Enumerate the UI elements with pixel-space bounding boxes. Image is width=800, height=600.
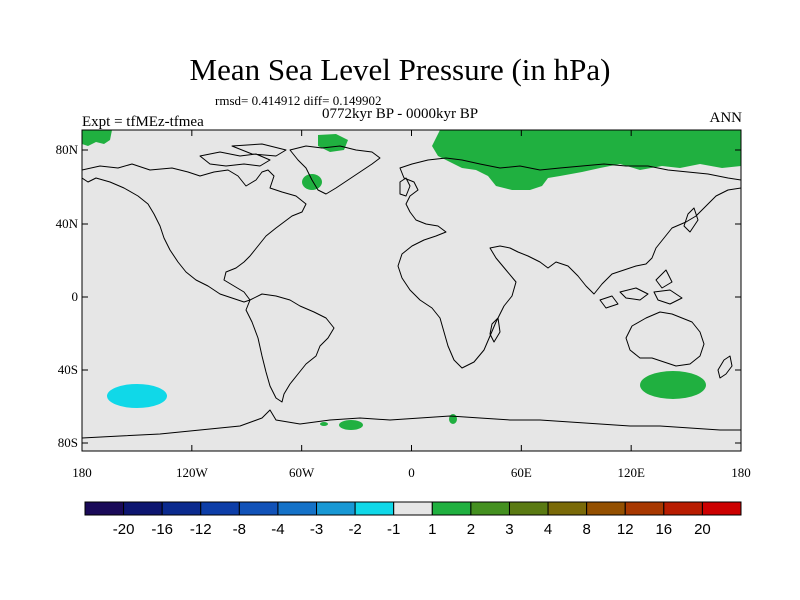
stats-label: rmsd= 0.414912 diff= 0.149902 [215, 93, 382, 108]
coast-new-zealand [717, 355, 733, 379]
coast-north-america [82, 163, 307, 303]
colorbar-swatch [161, 501, 202, 516]
colorbar-swatch [701, 501, 742, 516]
colorbar-swatch [123, 501, 163, 516]
coast-japan [683, 207, 699, 233]
colorbar-label: -8 [233, 521, 246, 538]
lon-tick-label: 120W [176, 465, 209, 480]
coast-madagascar [489, 317, 501, 343]
lon-tick-label: 0 [408, 465, 415, 480]
colorbar-swatch [547, 501, 588, 516]
anomaly-south-indian [640, 371, 706, 399]
lat-tick-label: 40N [56, 216, 79, 231]
map-panel: 80N 40N 0 40S 80S 180 120W 60W 0 60E 120E 180 [56, 129, 751, 480]
colorbar-label: 4 [544, 521, 552, 538]
colorbar-label: -20 [113, 521, 135, 538]
coast-arctic-islands [199, 143, 287, 167]
colorbar-label: 12 [617, 521, 634, 538]
anomaly-dronning-maud [449, 414, 457, 424]
coastlines [82, 143, 741, 439]
period-label: 0772kyr BP - 0000kyr BP [322, 106, 479, 122]
colorbar-swatch [316, 501, 356, 516]
coast-uk [399, 177, 411, 197]
lon-tick-label: 120E [617, 465, 645, 480]
colorbar-label: 20 [694, 521, 711, 538]
colorbar-swatch [586, 501, 626, 516]
colorbar-swatch [277, 501, 318, 516]
coast-eurasia-africa [397, 157, 741, 369]
lat-tick-label: 80S [58, 435, 78, 450]
plot-title: Mean Sea Level Pressure (in hPa) [189, 52, 611, 87]
lon-tick-label: 180 [731, 465, 751, 480]
lat-tick-label: 80N [56, 142, 79, 157]
colorbar-swatch [200, 501, 240, 516]
anomaly-weddell [339, 420, 363, 430]
coast-south-america [245, 293, 335, 403]
coast-antarctica [82, 409, 741, 439]
lat-tick-label: 0 [72, 289, 79, 304]
colorbar: -20 -16 -12 -8 -4 -3 -2 -1 1 2 3 4 8 12 16 20 [84, 501, 742, 538]
experiment-label: Expt = tfMEz-tfmea [82, 114, 204, 130]
colorbar-label: -16 [151, 521, 173, 538]
latitude-ticks: 80N 40N 0 40S 80S [56, 142, 741, 450]
colorbar-label: 1 [428, 521, 436, 538]
longitude-ticks: 180 120W 60W 0 60E 120E 180 [72, 130, 751, 480]
colorbar-swatch [84, 501, 125, 516]
colorbar-swatch [663, 501, 703, 516]
colorbar-label: -2 [348, 521, 361, 538]
anomaly-arctic-west [82, 130, 112, 146]
anomaly-arctic-east [432, 130, 741, 190]
anomaly-iceland [302, 174, 322, 190]
colorbar-label: -12 [190, 521, 212, 538]
colorbar-label: -4 [271, 521, 284, 538]
lon-tick-label: 60E [511, 465, 532, 480]
colorbar-swatch [470, 501, 510, 516]
lon-tick-label: 60W [289, 465, 315, 480]
coast-greenland [289, 145, 381, 195]
colorbar-swatch [393, 501, 433, 516]
lon-tick-label: 180 [72, 465, 92, 480]
coast-australia [625, 311, 705, 367]
colorbar-swatch [508, 501, 549, 516]
anomaly-south-pacific [107, 384, 167, 408]
colorbar-swatch [238, 501, 279, 516]
colorbar-label: 2 [467, 521, 475, 538]
colorbar-swatch [624, 501, 665, 516]
colorbar-label: 16 [655, 521, 672, 538]
lat-tick-label: 40S [58, 362, 78, 377]
colorbar-label: -1 [387, 521, 400, 538]
colorbar-label: 3 [505, 521, 513, 538]
colorbar-label: 8 [582, 521, 590, 538]
season-label: ANN [709, 110, 743, 126]
colorbar-label: -3 [310, 521, 323, 538]
map-background [82, 130, 741, 451]
anomaly-weddell-small [320, 422, 328, 426]
colorbar-swatch [431, 501, 472, 516]
coast-southeast-asia-islands [599, 269, 683, 309]
colorbar-swatch [354, 501, 395, 516]
